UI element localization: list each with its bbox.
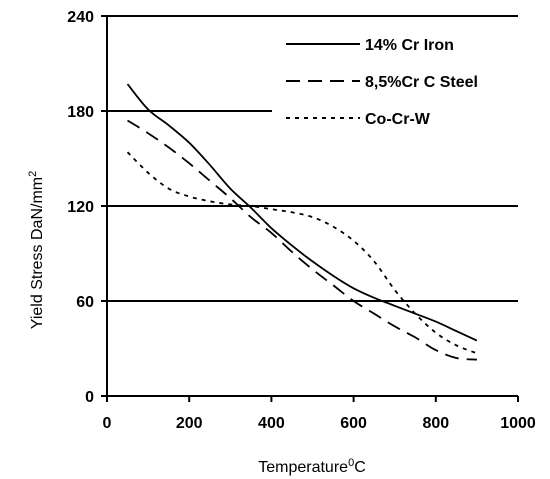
- y-axis-title-sup: 2: [27, 171, 39, 177]
- x-axis-title: Temperature0C: [258, 457, 366, 476]
- legend-label-2: 8,5%Cr C Steel: [365, 74, 478, 91]
- y-tick-label: 180: [67, 104, 94, 121]
- x-tick-labels: 0 200 400 600 800 1000: [103, 415, 536, 432]
- x-tick-label: 1000: [500, 415, 536, 432]
- y-axis-title-text: Yield Stress DaN/mm: [29, 177, 46, 329]
- legend-label-1: 14% Cr Iron: [365, 37, 454, 54]
- y-tick-label: 120: [67, 199, 94, 216]
- x-tick-label: 0: [103, 415, 112, 432]
- axes: [101, 15, 519, 402]
- y-tick-label: 240: [67, 9, 94, 26]
- x-axis-title-text: Temperature: [258, 459, 348, 476]
- series-lines: [126, 83, 478, 361]
- x-tick-label: 400: [258, 415, 285, 432]
- y-tick-labels: 0 60 120 180 240: [67, 9, 94, 406]
- series-line-3: [126, 151, 478, 355]
- x-axis-title-suffix: C: [354, 459, 366, 476]
- series-line-2: [127, 119, 477, 361]
- series-line-1: [126, 83, 478, 342]
- x-axis-title-sup: 0: [348, 457, 354, 469]
- x-tick-label: 800: [422, 415, 449, 432]
- y-tick-label: 0: [85, 389, 94, 406]
- y-tick-label: 60: [76, 294, 94, 311]
- y-axis-title: Yield Stress DaN/mm2: [27, 171, 46, 329]
- x-tick-label: 200: [176, 415, 203, 432]
- x-tick-label: 600: [340, 415, 367, 432]
- legend-label-3: Co-Cr-W: [365, 111, 431, 128]
- legend: 14% Cr Iron 8,5%Cr C Steel Co-Cr-W: [272, 26, 522, 132]
